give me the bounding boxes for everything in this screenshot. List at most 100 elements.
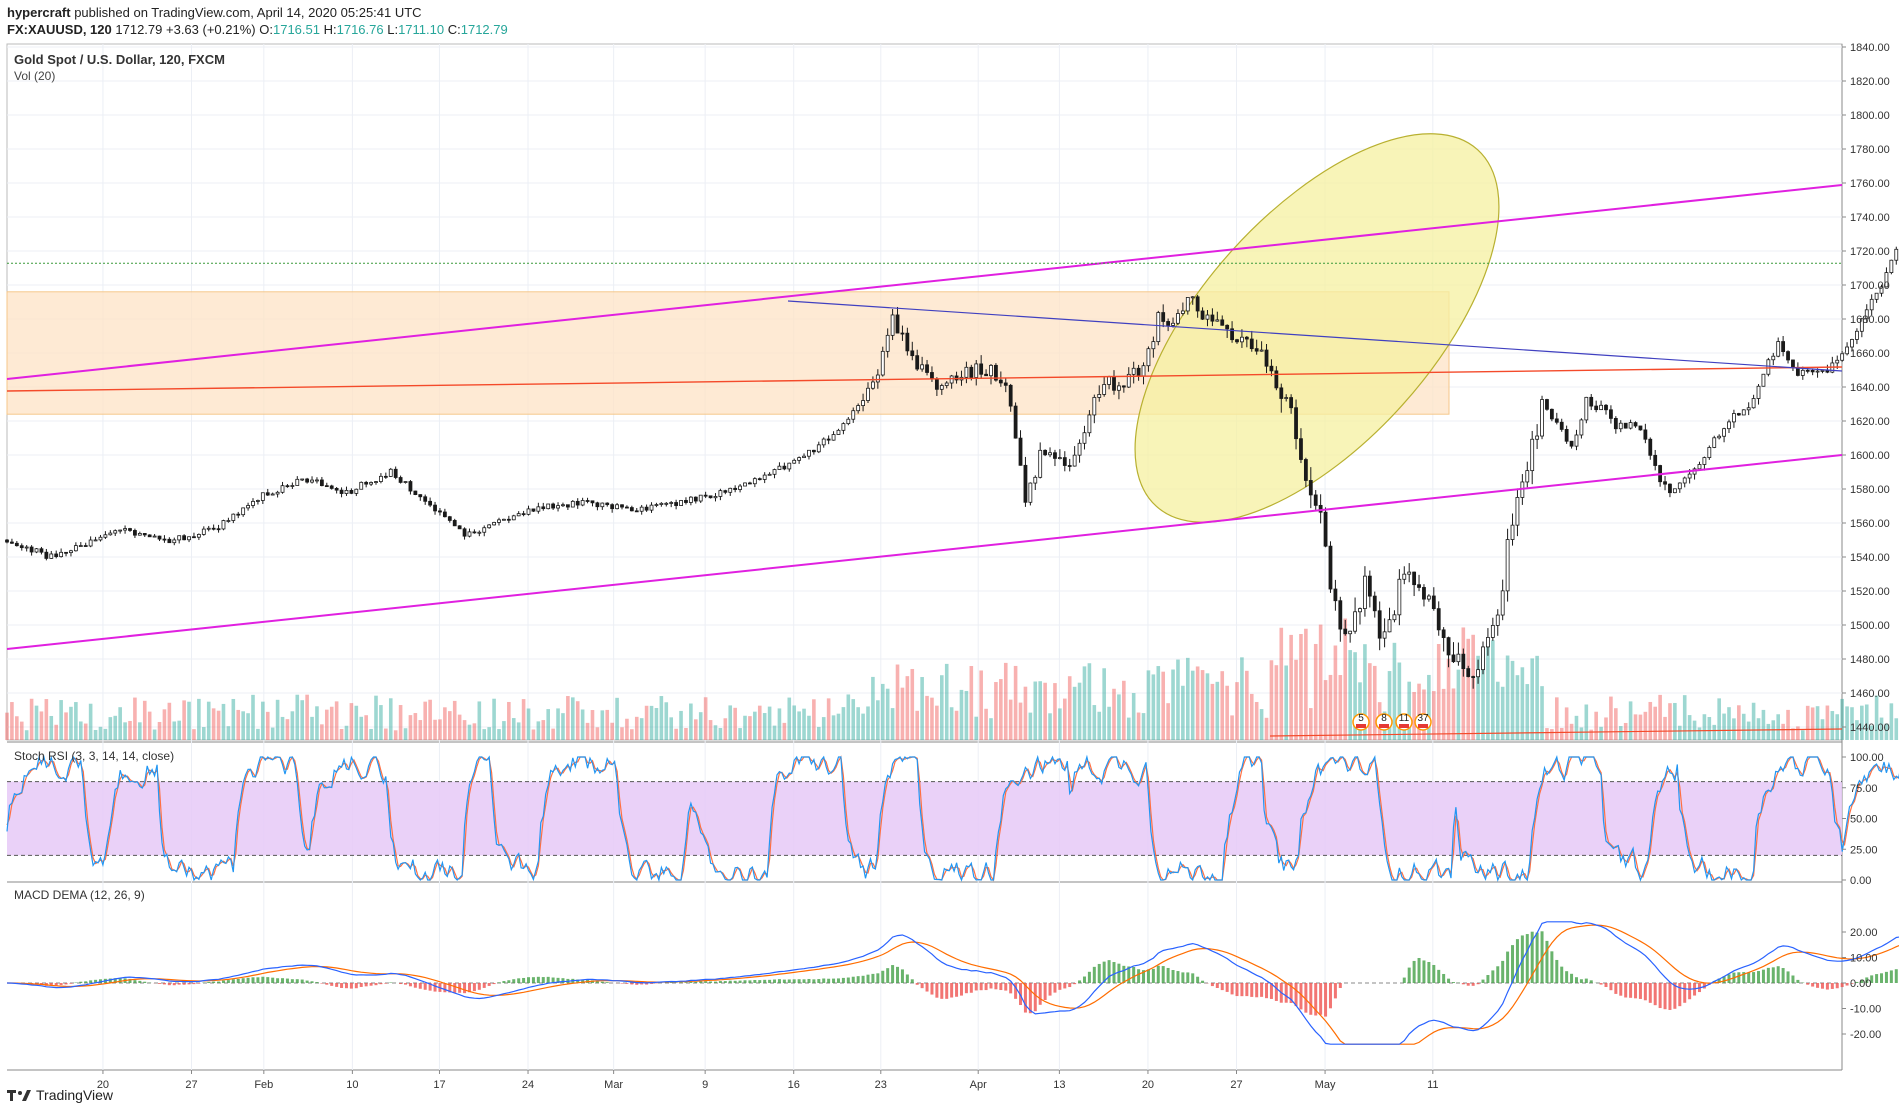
candle-body — [1815, 370, 1820, 373]
event-marker[interactable]: 5 — [1352, 713, 1370, 731]
macd-histogram-bar — [1865, 977, 1869, 983]
macd-histogram-bar — [1294, 983, 1298, 1007]
candle-body — [29, 546, 34, 553]
price-tick-label: 1440.00 — [1850, 722, 1890, 734]
candle-body — [221, 520, 226, 530]
volume-bar — [585, 722, 590, 740]
event-marker[interactable]: 11 — [1395, 713, 1413, 731]
volume-bar — [1678, 725, 1682, 740]
event-marker[interactable]: 8 — [1375, 713, 1393, 731]
candle-body — [1466, 668, 1471, 677]
macd-histogram-bar — [886, 968, 890, 983]
candle-body — [502, 518, 506, 521]
volume-bar — [649, 705, 654, 740]
volume-bar — [1643, 711, 1648, 740]
candle-body — [546, 503, 551, 510]
candle-body — [580, 500, 585, 506]
volume-bar — [19, 721, 24, 740]
candle-body — [34, 548, 39, 553]
volume-bar — [113, 715, 118, 740]
volume-bar — [1894, 718, 1899, 740]
candle-body — [767, 473, 772, 476]
macd-histogram-bar — [945, 983, 949, 999]
candle-body — [1146, 348, 1151, 367]
candle-body — [866, 387, 870, 401]
volume-bar — [1874, 695, 1879, 740]
candle-body — [1323, 511, 1328, 547]
tradingview-logo[interactable]: TradingView — [7, 1087, 113, 1103]
volume-bar — [659, 696, 664, 740]
candle-body — [1736, 413, 1741, 416]
candle-body — [713, 496, 718, 499]
candle-body — [295, 478, 300, 486]
macd-histogram-bar — [54, 983, 58, 986]
time-tick-label: 27 — [185, 1079, 197, 1091]
volume-bar — [1825, 705, 1830, 740]
macd-line — [6, 921, 1899, 1045]
volume-bar — [1751, 702, 1756, 740]
candle-body — [654, 504, 659, 506]
candle-body — [846, 418, 851, 425]
macd-histogram-bar — [1757, 971, 1761, 983]
volume-bar — [1210, 683, 1215, 740]
candle-body — [1835, 359, 1840, 364]
volume-bar — [521, 699, 526, 740]
macd-histogram-bar — [969, 983, 973, 993]
volume-bar — [1117, 694, 1121, 740]
volume-bar — [487, 727, 491, 740]
price-tick-label: 1620.00 — [1850, 416, 1890, 428]
macd-histogram-bar — [1658, 983, 1662, 1009]
volume-bar — [428, 699, 432, 740]
macd-histogram-bar — [841, 977, 845, 983]
macd-histogram-bar — [1643, 983, 1647, 1001]
candle-body — [324, 485, 329, 488]
candle-body — [334, 488, 339, 491]
candle-body — [1569, 440, 1574, 447]
macd-histogram-bar — [1461, 983, 1465, 985]
macd-histogram-bar — [1560, 966, 1564, 983]
time-tick-label: 13 — [1053, 1079, 1065, 1091]
volume-bar — [1840, 698, 1844, 740]
candle-body — [265, 492, 270, 496]
candle-body — [1338, 600, 1343, 630]
macd-histogram-bar — [1840, 983, 1844, 988]
macd-histogram-bar — [463, 983, 467, 994]
volume-bar — [261, 701, 265, 740]
macd-histogram-bar — [1230, 983, 1234, 995]
candle-body — [1486, 637, 1490, 648]
candle-body — [920, 364, 925, 370]
candle-body — [182, 535, 187, 541]
volume-bar — [482, 729, 487, 740]
candle-body — [1584, 396, 1589, 421]
price-tick-label: 1600.00 — [1850, 450, 1890, 462]
event-marker[interactable]: 37 — [1414, 713, 1432, 731]
candle-body — [551, 503, 556, 509]
macd-histogram-bar — [261, 976, 265, 983]
candle-body — [1530, 438, 1535, 472]
volume-bar — [1786, 709, 1790, 740]
candle-body — [123, 528, 127, 531]
candle-body — [1668, 483, 1672, 494]
macd-histogram-bar — [310, 981, 314, 983]
macd-histogram-bar — [167, 983, 171, 986]
author-name[interactable]: hypercraft — [7, 5, 71, 20]
candle-body — [934, 378, 939, 390]
macd-histogram-bar — [851, 976, 855, 983]
grid — [6, 43, 1843, 1071]
volume-bar — [1466, 638, 1471, 740]
event-count-label: 8 — [1381, 713, 1387, 724]
candle-body — [369, 482, 373, 485]
volume-bar — [511, 718, 516, 740]
volume-bar — [999, 679, 1003, 740]
volume-bar — [944, 663, 949, 740]
candle-body — [871, 381, 875, 389]
candle-body — [1761, 373, 1766, 387]
candle-body — [462, 528, 467, 537]
candle-body — [1062, 457, 1067, 466]
event-markers[interactable]: 5 8 11 37 — [1352, 713, 1432, 731]
candle-body — [1431, 595, 1436, 610]
candle-body — [329, 485, 334, 489]
candle-body — [133, 530, 137, 536]
volume-bar — [1673, 702, 1677, 740]
